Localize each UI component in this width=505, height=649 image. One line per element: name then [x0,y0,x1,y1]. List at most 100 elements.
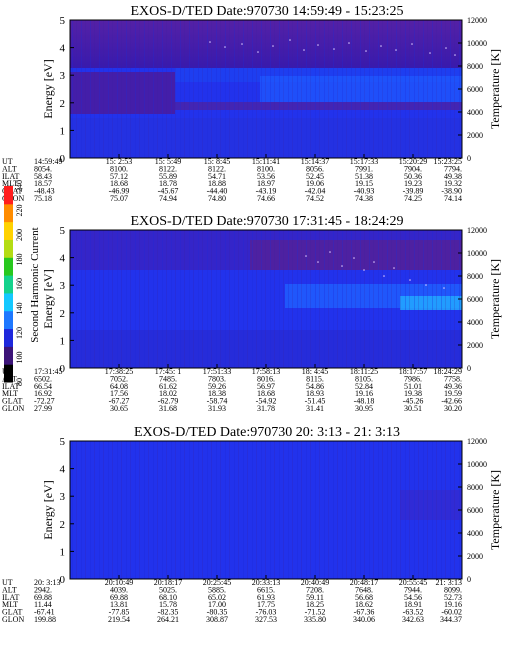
table-cell: -51.45 [305,397,326,406]
table-cell: -80.35 [207,608,228,617]
table-cell: 74.80 [208,194,226,203]
panel-3: EXOS-D/TED Date:970730 20: 3:13 - 21: 3:… [2,425,502,624]
table-cell: -40.93 [354,187,375,196]
table-cell: -67.41 [34,608,55,617]
table-row-label: GLON [2,404,24,413]
table-cell: 74.94 [159,194,177,203]
colorbar-segment [4,239,13,258]
table-row-label: ILAT [2,382,19,391]
table-cell: 8100. [257,164,275,173]
table-cell: 17:38:25 [105,367,133,376]
table-cell: 4039. [110,585,128,594]
table-row-label: MLT [2,600,18,609]
table-cell: 18.25 [306,600,324,609]
table-cell: 5885. [208,585,226,594]
table-cell: 61.62 [159,382,177,391]
y-tick-label: 2 [60,98,66,110]
table-cell: -62.79 [158,397,179,406]
table-cell: -48.43 [34,187,55,196]
table-cell: 13.81 [110,600,128,609]
table-row-label: UT [2,157,13,166]
table-cell: 19.38 [404,389,422,398]
y-tick-label: 2 [60,308,66,320]
table-cell: 50.36 [404,172,422,181]
table-cell: 15:14:37 [301,157,329,166]
table-cell: 19.15 [355,179,373,188]
colorbar-segments [4,186,13,383]
table-cell: 8054. [34,164,52,173]
table-cell: 18.57 [34,179,52,188]
table-cell: 15: 8:45 [204,157,230,166]
y2-tick-label: 6000 [467,506,483,515]
table-cell: 2942. [34,585,52,594]
table-cell: 7758. [444,374,462,383]
panel-2-plot: 0 1 2 3 4 5 0 2000 4000 6000 8000 10000 12000 Energ… [41,225,502,375]
y2-tick-label: 8000 [467,62,483,71]
table-cell: 344.37 [440,615,462,624]
table-cell: 20:18:17 [154,578,182,587]
table-cell: 49.38 [444,172,462,181]
table-cell: -44.40 [207,187,228,196]
y-tick-label: 3 [60,280,66,292]
table-cell: 15: 5:49 [155,157,181,166]
panel-3-plot: 0 1 2 3 4 5 0 2000 4000 6000 8000 10000 12000 Energ… [41,436,502,586]
table-cell: 17:31:45 [34,367,62,376]
colorbar-segment [4,221,13,240]
table-cell: 52.73 [444,593,462,602]
table-cell: -77.85 [109,608,130,617]
y2-tick-label: 0 [467,154,471,163]
table-cell: -43.19 [256,187,277,196]
table-cell: 19.16 [444,600,462,609]
table-cell: 7991. [355,164,373,173]
table-cell: -39.89 [403,187,424,196]
table-cell: 18.02 [159,389,177,398]
y-tick-label: 5 [60,15,66,27]
table-cell: 17.75 [257,600,275,609]
table-cell: 53.56 [257,172,275,181]
table-cell: 8115. [306,374,324,383]
table-cell: 18.68 [110,179,128,188]
table-cell: 52.84 [355,382,373,391]
table-row-label: GLAT [2,397,23,406]
table-cell: 52.45 [306,172,324,181]
table-cell: 17.56 [110,389,128,398]
table-cell: 8100. [110,164,128,173]
table-cell: 20:40:49 [301,578,329,587]
table-cell: 219.54 [108,615,130,624]
table-cell: 74.14 [444,194,462,203]
table-cell: 18.68 [257,389,275,398]
colorbar-tick-label: 100 [15,352,24,364]
panel-1-table: UTALTILATMLTGLATGLON14:59:498054.58.4318… [2,154,463,203]
table-cell: 59.26 [208,382,226,391]
table-cell: 61.93 [257,593,275,602]
table-cell: -67.27 [109,397,130,406]
table-cell: 20:48:17 [350,578,378,587]
table-cell: 65.02 [208,593,226,602]
colorbar-segment [4,292,13,312]
table-cell: 6502. [34,374,52,383]
table-cell: 335.80 [304,615,326,624]
table-cell: 18.93 [306,389,324,398]
table-cell: 16.92 [34,389,52,398]
y-tick-label: 1 [60,125,66,137]
table-cell: 19.06 [306,179,324,188]
table-cell: 69.88 [110,593,128,602]
panel-2-table: UTALTILATMLTGLATGLON17:31:456502.66.5416… [2,364,463,413]
table-cell: -54.92 [256,397,277,406]
table-cell: -67.36 [354,608,375,617]
panel-1-title: EXOS-D/TED Date:970730 14:59:49 - 15:23:… [131,4,404,19]
table-cell: 15:20:29 [399,157,427,166]
colorbar-segment [4,257,13,276]
table-row-label: MLT [2,389,18,398]
colorbar-tick-label: 140 [15,303,24,315]
table-row-label: ILAT [2,172,19,181]
table-cell: 30.95 [355,404,373,413]
y-tick-label: 1 [60,546,66,558]
table-cell: 51.01 [404,382,422,391]
table-cell: 342.63 [402,615,424,624]
table-cell: 8016. [257,374,275,383]
colorbar-tick-label: 160 [15,278,24,290]
colorbar-ticks: 80 100 120 140 160 180 200 220 240 [15,180,24,386]
y2-tick-label: 10000 [467,460,487,469]
colorbar-tick-label: 220 [15,205,24,217]
